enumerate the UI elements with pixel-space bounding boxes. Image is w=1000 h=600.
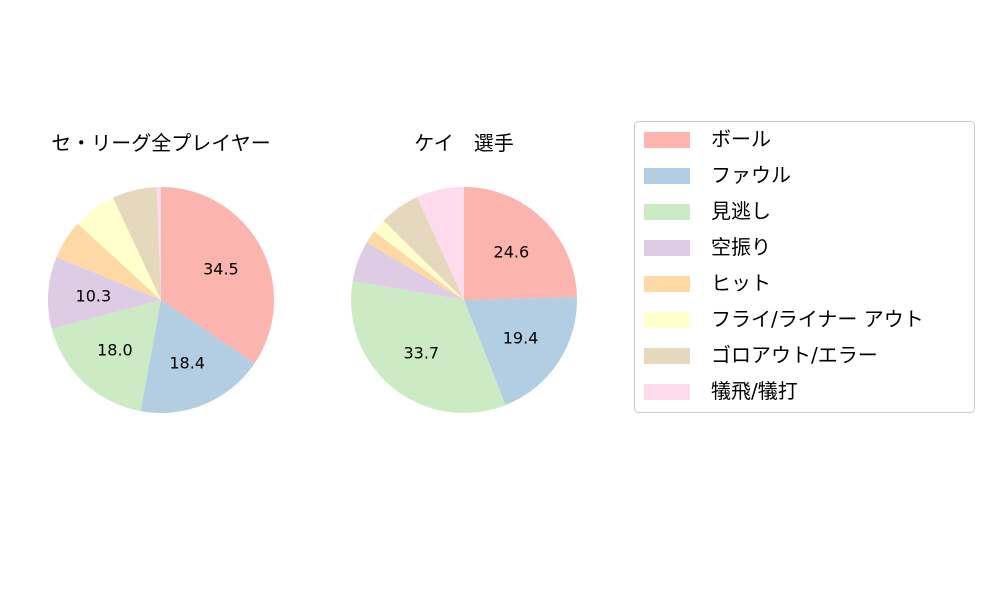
pie-slice xyxy=(51,300,161,412)
legend-swatch xyxy=(644,384,690,400)
pie-slice xyxy=(366,231,464,300)
pie-slice xyxy=(464,297,577,406)
slice-label: 24.6 xyxy=(494,242,530,261)
legend-item: ヒット xyxy=(711,271,771,295)
legend-swatch xyxy=(644,348,690,364)
legend-item: ボール xyxy=(711,127,771,151)
pie-title: ケイ 選手 xyxy=(414,131,514,155)
legend-swatch xyxy=(644,204,690,220)
pie-slice xyxy=(374,220,464,300)
slice-label: 33.7 xyxy=(403,344,439,363)
legend-item: 犠飛/犠打 xyxy=(711,379,798,403)
legend-item: 空振り xyxy=(711,235,771,259)
legend-swatch xyxy=(644,240,690,256)
legend-swatch xyxy=(644,312,690,328)
pie-1: セ・リーグ全プレイヤー 34.5 18.4 18.0 10.3 xyxy=(47,131,274,413)
legend-item: フライ/ライナー アウト xyxy=(711,307,924,331)
pie-slice xyxy=(464,187,577,300)
pie-2: ケイ 選手 24.6 19.4 33.7 xyxy=(350,131,577,413)
pie-slice xyxy=(350,280,506,413)
slice-label: 18.4 xyxy=(169,354,205,373)
legend-swatch xyxy=(644,168,690,184)
legend-swatch xyxy=(644,132,690,148)
slice-label: 10.3 xyxy=(76,287,112,306)
pie-slice xyxy=(47,257,162,329)
legend-swatch xyxy=(644,276,690,292)
slice-label: 18.0 xyxy=(97,341,133,360)
legend-item: ゴロアウト/エラー xyxy=(711,343,878,367)
pie-title: セ・リーグ全プレイヤー xyxy=(51,131,270,155)
pie-slice xyxy=(112,187,161,300)
pie-slice xyxy=(156,187,161,300)
slice-label: 19.4 xyxy=(503,328,539,347)
pie-slice xyxy=(140,300,255,413)
pie-slice xyxy=(77,197,161,300)
pie-slice xyxy=(417,187,464,300)
legend-frame xyxy=(634,121,975,413)
pie-slice xyxy=(161,187,274,364)
pie-slice xyxy=(352,242,464,300)
pie-slice xyxy=(383,197,464,300)
pie-slice xyxy=(56,223,161,300)
legend-item: 見逃し xyxy=(711,199,771,223)
slice-label: 34.5 xyxy=(203,259,239,278)
legend-item: ファウル xyxy=(711,163,791,187)
